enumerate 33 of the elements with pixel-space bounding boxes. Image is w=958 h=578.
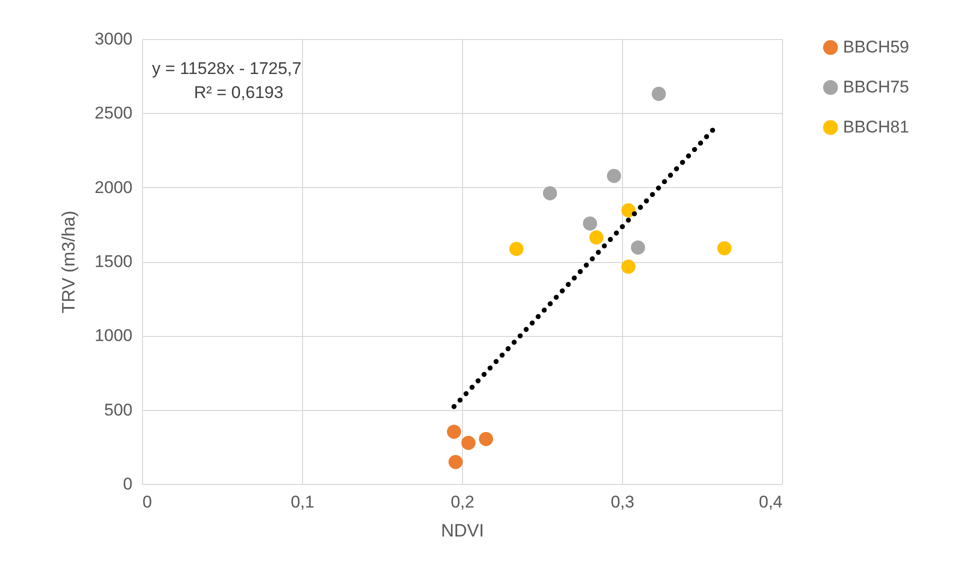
- y-tick-label: 0: [123, 474, 132, 494]
- point: [509, 242, 524, 256]
- point: [606, 168, 622, 183]
- x-tick-label: 0: [142, 492, 152, 512]
- point: [478, 432, 494, 446]
- y-tick-label: 3000: [94, 30, 132, 48]
- x-tick-label: 0,2: [450, 492, 474, 512]
- y-tick-label: 1500: [94, 252, 132, 271]
- legend-label: BBCH59: [843, 38, 910, 56]
- point: [652, 86, 666, 101]
- x-tick-label: 0,1: [290, 492, 314, 512]
- legend-label: BBCH75: [843, 78, 910, 96]
- y-tick-label: 500: [104, 400, 132, 420]
- annotation: R² = 0,6193: [194, 83, 284, 102]
- point: [542, 186, 558, 200]
- annotation: y = 11528x - 1725,7: [152, 59, 302, 78]
- y-tick-label: 2000: [94, 178, 132, 197]
- point: [446, 424, 462, 439]
- x-tick-label: 0,3: [610, 492, 634, 512]
- point: [589, 230, 604, 245]
- point: [461, 436, 476, 450]
- legend-label: BBCH81: [843, 118, 910, 136]
- point: [621, 203, 636, 218]
- point: [630, 240, 646, 255]
- x-tick-label: 0,4: [758, 492, 782, 512]
- y-tick-label: 2500: [94, 104, 132, 123]
- point: [582, 216, 598, 231]
- point: [448, 454, 463, 470]
- point: [621, 260, 636, 274]
- y-tick-label: 1000: [94, 326, 132, 346]
- point: [717, 241, 732, 256]
- y-axis-title: TRV (m3/ha): [58, 210, 79, 314]
- x-axis-title: NDVI: [440, 520, 484, 540]
